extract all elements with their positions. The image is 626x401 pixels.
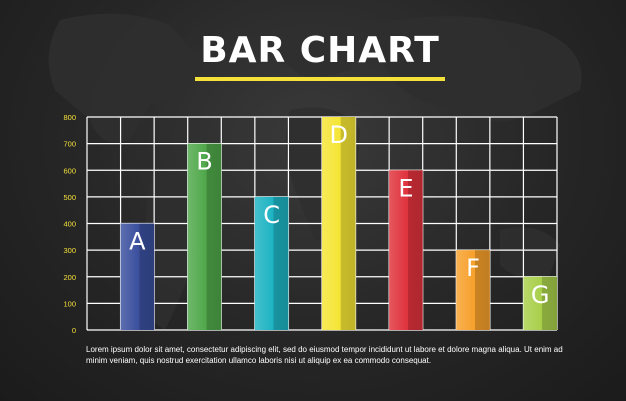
y-tick-label: 800 — [63, 113, 76, 122]
bar-label-C: C — [263, 201, 280, 229]
y-tick-label: 100 — [63, 299, 76, 308]
bar-shade-F — [456, 250, 490, 330]
bar-label-A: A — [129, 228, 146, 256]
y-tick-label: 0 — [72, 326, 76, 335]
chart-title: BAR CHART — [200, 30, 440, 71]
y-tick-label: 600 — [63, 166, 76, 175]
y-tick-label: 500 — [63, 193, 76, 202]
bar-label-F: F — [466, 254, 480, 282]
y-tick-label: 400 — [63, 220, 76, 229]
bar-shade-G — [523, 276, 557, 330]
bar-label-G: G — [531, 281, 550, 309]
bar-shade-E — [389, 170, 423, 330]
bar-shade-A — [120, 223, 155, 330]
bar-label-B: B — [196, 148, 212, 176]
bar-label-D: D — [330, 121, 348, 149]
bar-shade-D — [322, 117, 356, 330]
y-tick-label: 700 — [63, 140, 76, 149]
title-underline — [195, 77, 445, 81]
y-tick-label: 300 — [63, 246, 76, 255]
bar-shade-C — [254, 196, 289, 330]
y-tick-label: 200 — [63, 273, 76, 282]
bars — [120, 117, 557, 330]
chart-caption: Lorem ipsum dolor sit amet, consectetur … — [86, 345, 563, 365]
bar-label-E: E — [398, 174, 413, 202]
bar-shade-B — [187, 143, 222, 330]
y-axis-ticks: 0 100 200 300 400 500 600 700 800 — [63, 113, 76, 335]
bar-labels: A B C D E F G — [129, 121, 549, 309]
